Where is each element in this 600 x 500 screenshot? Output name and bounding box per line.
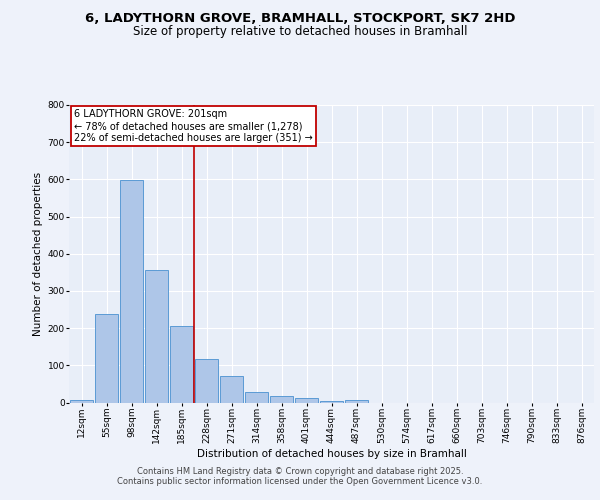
- Bar: [295, 398, 318, 402]
- Bar: [95, 314, 118, 402]
- Y-axis label: Number of detached properties: Number of detached properties: [34, 172, 43, 336]
- Bar: [220, 376, 243, 402]
- Bar: [170, 326, 193, 402]
- X-axis label: Distribution of detached houses by size in Bramhall: Distribution of detached houses by size …: [197, 448, 466, 458]
- Bar: [345, 400, 368, 402]
- Text: Contains public sector information licensed under the Open Government Licence v3: Contains public sector information licen…: [118, 477, 482, 486]
- Bar: [195, 358, 218, 403]
- Bar: [120, 180, 143, 402]
- Bar: [70, 400, 93, 402]
- Bar: [145, 270, 168, 402]
- Text: 6 LADYTHORN GROVE: 201sqm
← 78% of detached houses are smaller (1,278)
22% of se: 6 LADYTHORN GROVE: 201sqm ← 78% of detac…: [74, 110, 313, 142]
- Text: Contains HM Land Registry data © Crown copyright and database right 2025.: Contains HM Land Registry data © Crown c…: [137, 467, 463, 476]
- Bar: [245, 392, 268, 402]
- Bar: [270, 396, 293, 402]
- Text: 6, LADYTHORN GROVE, BRAMHALL, STOCKPORT, SK7 2HD: 6, LADYTHORN GROVE, BRAMHALL, STOCKPORT,…: [85, 12, 515, 26]
- Text: Size of property relative to detached houses in Bramhall: Size of property relative to detached ho…: [133, 25, 467, 38]
